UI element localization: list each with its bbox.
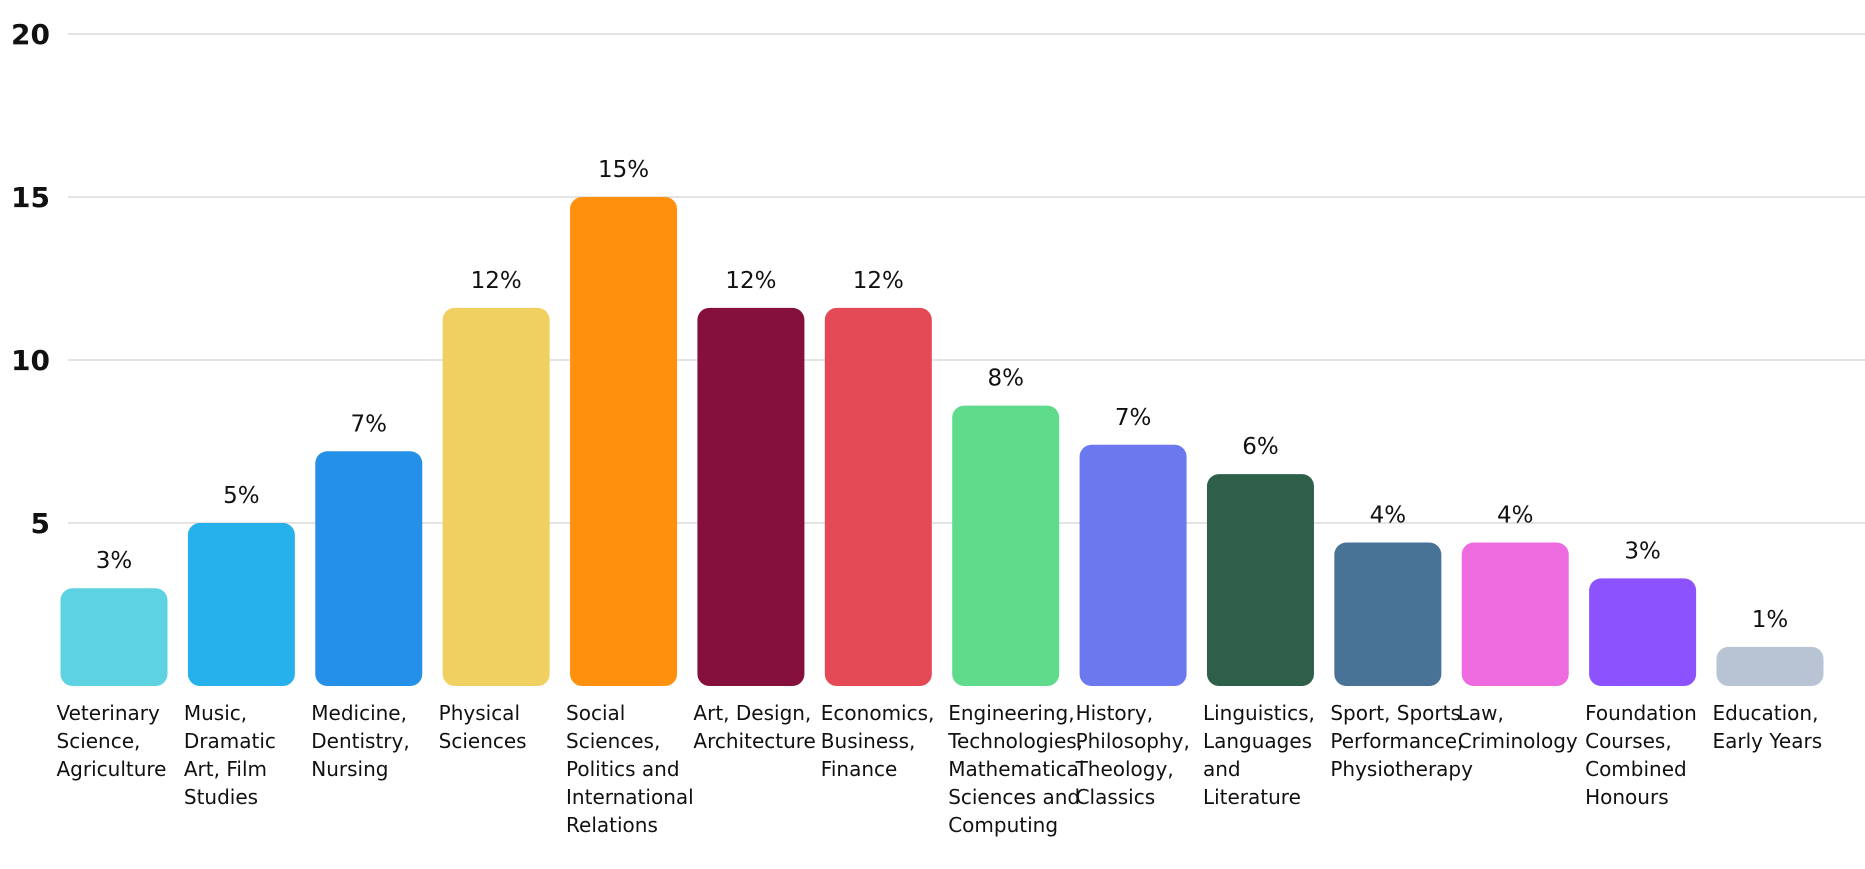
x-tick-label: Veterinary Science, Agriculture [57, 701, 167, 781]
x-tick-label: Physical Sciences [439, 701, 527, 753]
bar [60, 588, 168, 686]
x-tick-label: Sport, Sports Performance, Physiotherapy [1330, 701, 1473, 781]
value-labels: 3% 5% 7% 12% 15% 12% 12% 8% 7% 6% 4% 4% 3% 1% [96, 157, 1789, 633]
data-label: 12% [725, 268, 776, 294]
bar [442, 307, 550, 686]
x-tick-label: Foundation Courses, Combined Honours [1585, 701, 1697, 809]
bar [1589, 578, 1697, 686]
data-label: 15% [598, 157, 649, 183]
data-label: 3% [1624, 538, 1661, 564]
y-tick-label: 5 [31, 507, 50, 540]
bar [1206, 474, 1314, 686]
data-label: 6% [1242, 434, 1279, 460]
x-tick-label: Social Sciences, Politics and International… [566, 701, 694, 837]
bar [1461, 542, 1569, 686]
x-tick-label: Law, Criminology [1458, 701, 1578, 753]
x-tick-label: Engineering, Technologies, Mathematical Sci… [947, 701, 1084, 837]
y-axis-ticks: 5 10 15 20 [11, 18, 50, 540]
data-label: 4% [1370, 503, 1407, 529]
bar [315, 451, 423, 686]
data-label: 4% [1497, 503, 1534, 529]
bar [1716, 646, 1824, 686]
x-tick-label: Art, Design, Architecture [693, 701, 815, 753]
bar [1079, 444, 1187, 686]
x-tick-label: Economics, Business, Finance [821, 701, 935, 781]
bars [60, 197, 1824, 686]
y-tick-label: 20 [11, 18, 50, 51]
x-tick-label: History, Philosophy, Theology, Classics [1075, 701, 1190, 809]
data-label: 3% [96, 548, 133, 574]
x-tick-label: Medicine, Dentistry, Nursing [311, 701, 409, 781]
bar [187, 523, 295, 686]
bar [1334, 542, 1442, 686]
data-label: 7% [1115, 405, 1152, 431]
bar [824, 307, 932, 686]
bar [952, 405, 1060, 686]
bar [697, 307, 805, 686]
x-tick-label: Linguistics, Languages and Literature [1203, 701, 1315, 809]
data-label: 8% [987, 366, 1024, 392]
data-label: 7% [351, 411, 388, 437]
data-label: 1% [1752, 607, 1789, 633]
bar [570, 197, 678, 686]
data-label: 12% [471, 268, 522, 294]
x-tick-label: Music, Dramatic Art, Film Studies [184, 701, 276, 809]
y-tick-label: 15 [11, 181, 50, 214]
x-tick-label: Education, Early Years [1713, 701, 1823, 753]
y-tick-label: 10 [11, 344, 50, 377]
data-label: 12% [853, 268, 904, 294]
data-label: 5% [223, 483, 260, 509]
